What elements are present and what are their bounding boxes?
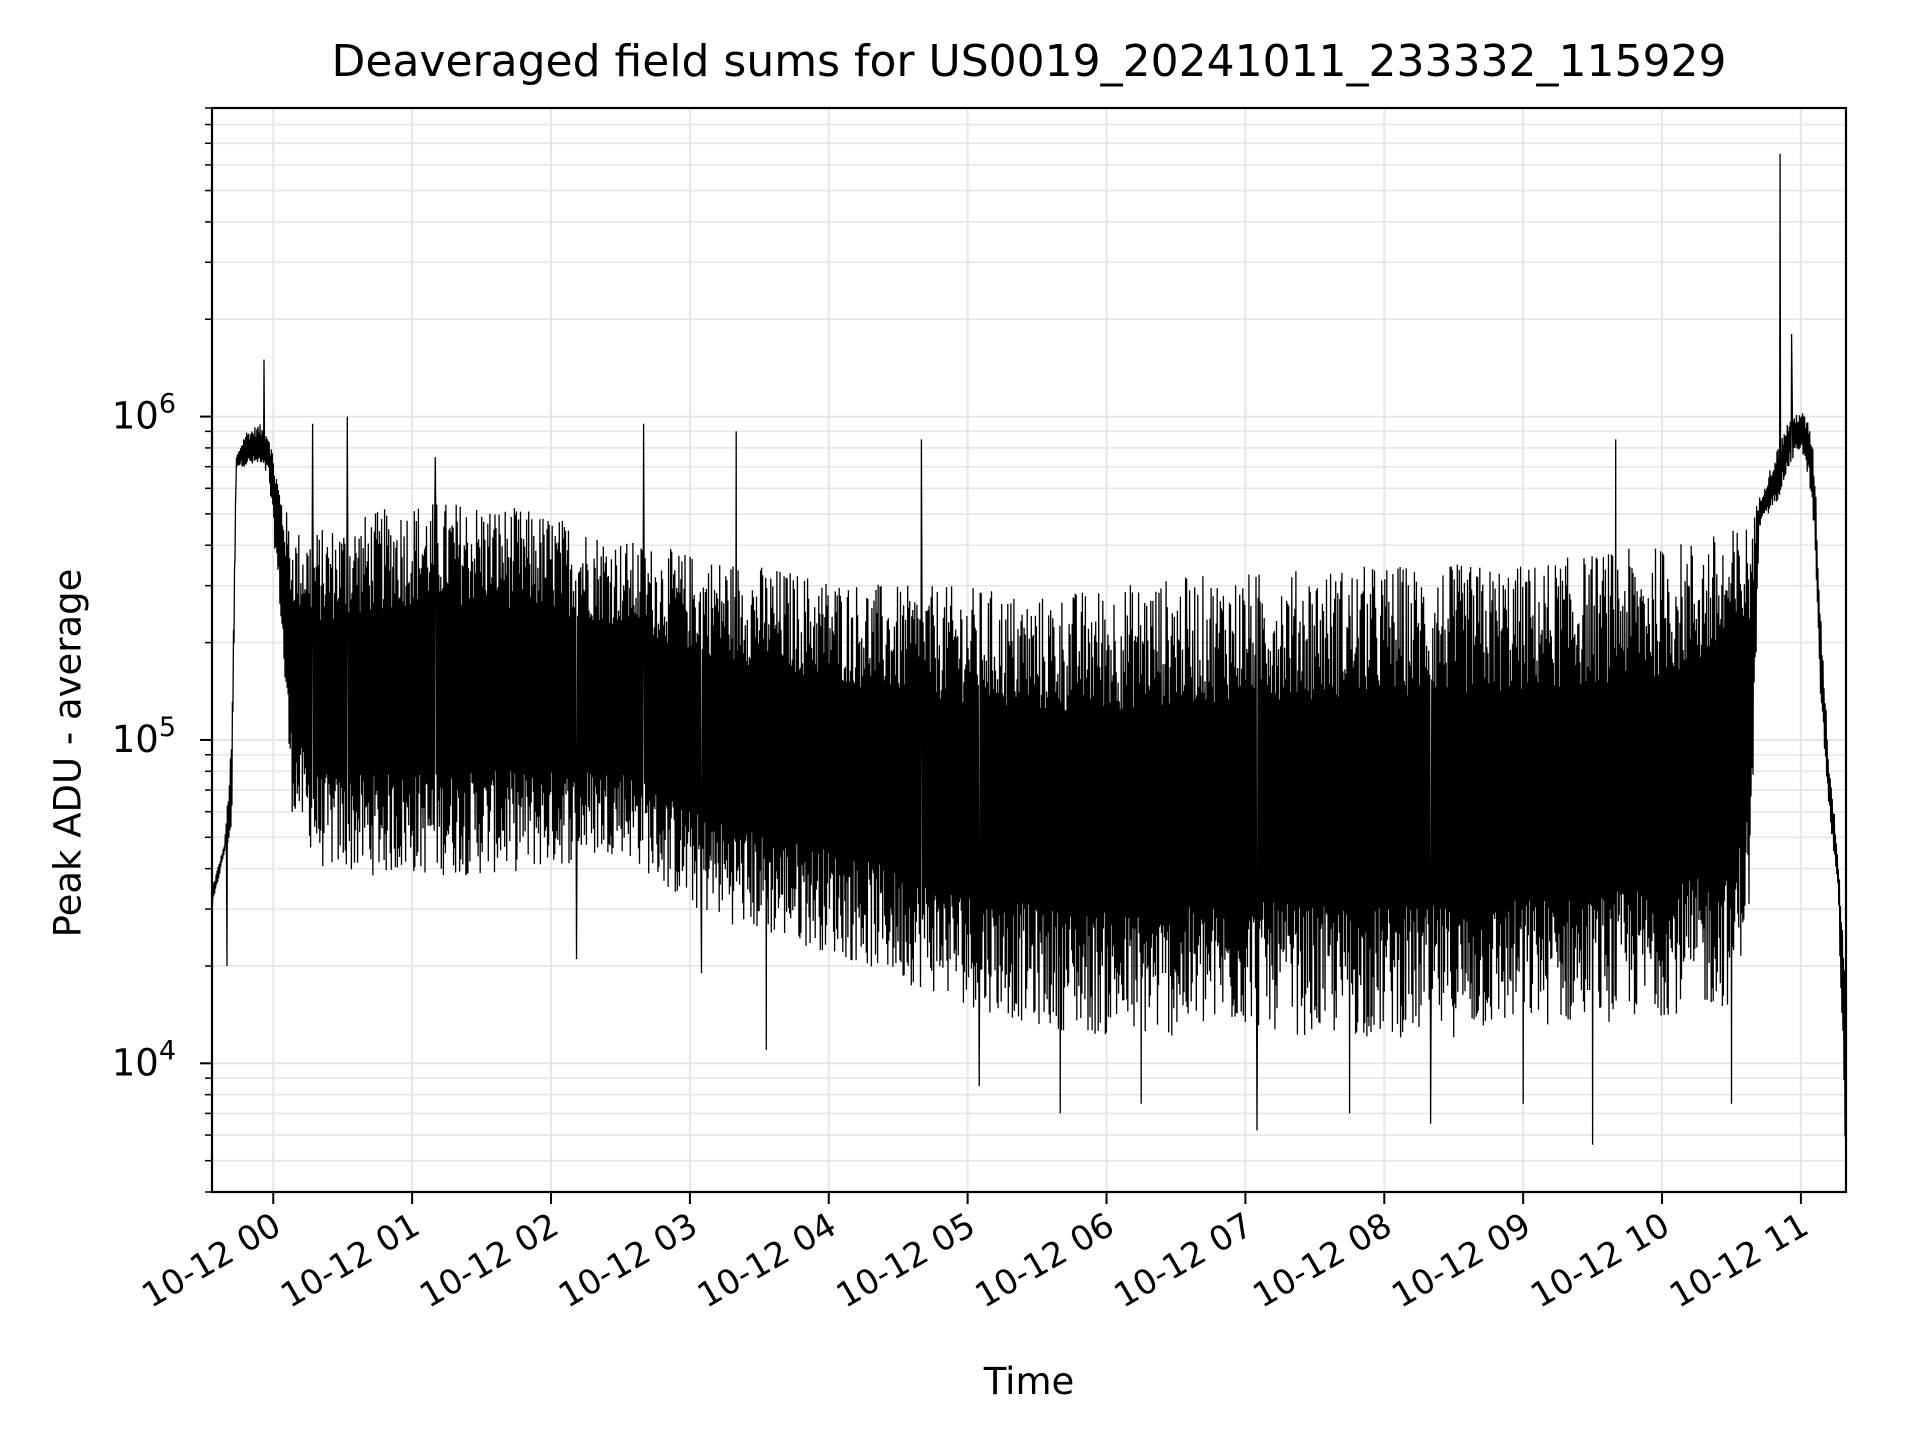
x-tick-label: 10-12 09 bbox=[1385, 1205, 1537, 1316]
x-tick-label: 10-12 08 bbox=[1246, 1205, 1398, 1316]
x-tick-label: 10-12 02 bbox=[413, 1205, 565, 1316]
y-tick-label: 105 bbox=[112, 712, 176, 761]
x-axis-label: Time bbox=[983, 1360, 1075, 1403]
x-tick-label: 10-12 11 bbox=[1663, 1205, 1815, 1316]
plot-frame bbox=[210, 106, 1848, 1194]
x-tick-label: 10-12 04 bbox=[691, 1205, 843, 1316]
data-series-line bbox=[211, 153, 1847, 1145]
x-tick-label: 10-12 01 bbox=[274, 1205, 426, 1316]
y-tick-label: 106 bbox=[112, 389, 176, 438]
x-tick-label: 10-12 05 bbox=[830, 1205, 982, 1316]
chart-title: Deaveraged field sums for US0019_2024101… bbox=[331, 36, 1727, 87]
x-tick-label: 10-12 03 bbox=[552, 1205, 704, 1316]
x-tick-label: 10-12 10 bbox=[1524, 1205, 1676, 1316]
y-axis-label: Peak ADU - average bbox=[46, 568, 90, 938]
x-tick-label: 10-12 07 bbox=[1108, 1205, 1260, 1316]
x-tick-label: 10-12 00 bbox=[135, 1205, 287, 1316]
x-tick-label: 10-12 06 bbox=[969, 1205, 1121, 1316]
y-tick-label: 104 bbox=[112, 1035, 176, 1084]
